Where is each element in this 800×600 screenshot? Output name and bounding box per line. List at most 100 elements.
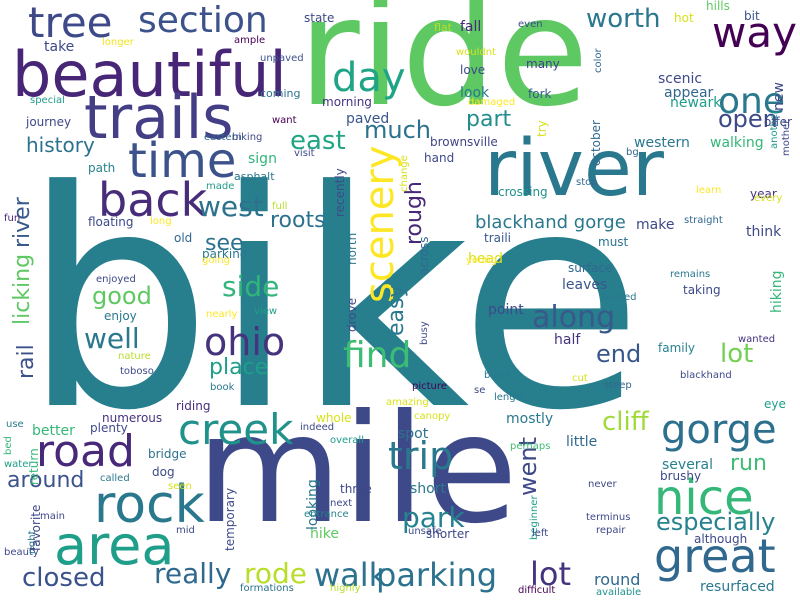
word-see: see bbox=[205, 231, 244, 256]
word-closed: closed bbox=[22, 563, 106, 593]
word-western: western bbox=[634, 135, 690, 151]
word-trip: trip bbox=[388, 434, 454, 478]
word-never: never bbox=[588, 479, 617, 490]
word-spot: spot bbox=[398, 426, 429, 442]
word-new-vertical: new bbox=[771, 82, 787, 111]
word-walk: walk bbox=[314, 556, 388, 594]
word-river: river bbox=[484, 124, 664, 214]
word-view: view bbox=[254, 306, 278, 317]
word-side: side bbox=[222, 270, 280, 303]
word-indeed: indeed bbox=[300, 422, 335, 433]
word-point: point bbox=[488, 302, 524, 318]
word-walking: walking bbox=[710, 135, 764, 151]
word-change-vertical: change bbox=[399, 155, 410, 192]
word-creek: creek bbox=[178, 405, 294, 454]
word-perhaps: perhaps bbox=[510, 441, 551, 452]
word-along: along bbox=[532, 300, 616, 335]
word-recently-vertical: recently bbox=[333, 168, 347, 217]
word-even: even bbox=[518, 19, 543, 30]
word-steep: steep bbox=[604, 380, 632, 391]
word-amazing: amazing bbox=[386, 397, 429, 408]
word-riding: riding bbox=[176, 399, 211, 413]
word-resurfaced: resurfaced bbox=[700, 579, 775, 595]
word-state: state bbox=[304, 11, 335, 25]
word-biking: biking bbox=[232, 132, 263, 143]
word-parking: parking bbox=[376, 556, 498, 594]
word-traili: traili bbox=[484, 231, 511, 245]
word-place: place bbox=[209, 355, 269, 380]
word-water: water bbox=[4, 459, 33, 470]
word-open: open bbox=[718, 105, 778, 133]
word-bit: bit bbox=[744, 9, 760, 23]
word-unpaved: unpaved bbox=[260, 53, 304, 64]
word-beauty: beauty bbox=[4, 547, 39, 558]
word-hot: hot bbox=[674, 11, 694, 25]
word-look: look bbox=[460, 85, 490, 101]
word-book: book bbox=[210, 382, 235, 393]
word-ride: ride bbox=[298, 0, 589, 140]
word-black: black bbox=[484, 370, 511, 381]
word-well: well bbox=[84, 322, 140, 355]
word-october-vertical: october bbox=[589, 120, 603, 166]
word-better: better bbox=[32, 423, 75, 439]
word-scenery-vertical: scenery bbox=[357, 145, 403, 303]
word-hand: hand bbox=[424, 151, 455, 165]
word-se: se bbox=[474, 385, 486, 396]
word-fork: fork bbox=[528, 87, 552, 101]
word-head: head bbox=[468, 251, 503, 267]
word-enjoy: enjoy bbox=[104, 309, 137, 323]
word-learn: learn bbox=[696, 185, 722, 196]
word-formations: formations bbox=[240, 583, 294, 594]
word-wouldnt: wouldnt bbox=[456, 47, 497, 58]
word-called: called bbox=[100, 473, 130, 484]
word-overall: overall bbox=[330, 435, 364, 446]
word-paved: paved bbox=[346, 111, 390, 127]
word-ohio: ohio bbox=[204, 320, 286, 364]
word-across-vertical: across bbox=[417, 236, 431, 275]
word-roots: roots bbox=[270, 208, 326, 233]
word-great: great bbox=[654, 529, 776, 583]
word-three: three bbox=[340, 482, 372, 496]
word-path: path bbox=[88, 161, 116, 175]
word-old: old bbox=[174, 231, 193, 245]
word-back: back bbox=[98, 173, 208, 227]
word-whole: whole bbox=[316, 411, 352, 425]
word-make: make bbox=[636, 217, 675, 233]
word-hike: hike bbox=[310, 526, 339, 542]
word-park: park bbox=[402, 501, 465, 534]
word-way: way bbox=[712, 8, 797, 57]
word-must: must bbox=[598, 235, 629, 249]
word-eye: eye bbox=[764, 397, 786, 411]
word-highly: highly bbox=[330, 583, 361, 594]
word-take: take bbox=[44, 39, 75, 55]
word-try-vertical: try bbox=[535, 120, 549, 137]
word-seen: seen bbox=[168, 481, 192, 492]
word-length: length bbox=[494, 392, 526, 403]
word-stop: stop bbox=[576, 177, 598, 188]
word-section: section bbox=[138, 0, 268, 41]
word-one: one bbox=[718, 81, 785, 122]
word-available: available bbox=[596, 587, 642, 598]
word-many: many bbox=[526, 57, 560, 71]
word-every: every bbox=[754, 193, 783, 204]
word-north-vertical: north bbox=[345, 232, 359, 265]
word-main: main bbox=[40, 511, 65, 522]
word-busy-vertical: busy bbox=[419, 321, 430, 345]
word-return-vertical: return bbox=[27, 448, 41, 485]
word-tree: tree bbox=[28, 0, 113, 47]
word-shorter: shorter bbox=[426, 527, 470, 541]
word-floating: floating bbox=[88, 215, 134, 229]
word-longer: longer bbox=[102, 37, 134, 48]
word-road: road bbox=[36, 426, 135, 477]
word-fun: fun bbox=[4, 213, 21, 224]
word-little: little bbox=[566, 434, 598, 450]
word-dog: dog bbox=[152, 465, 175, 479]
word-area: area bbox=[54, 514, 175, 577]
word-good: good bbox=[92, 282, 152, 310]
word-bg: bg bbox=[626, 147, 639, 158]
word-gorge: gorge bbox=[661, 407, 777, 453]
word-leaves: leaves bbox=[562, 277, 608, 293]
word-cut: cut bbox=[572, 373, 588, 384]
word-asphalt: asphalt bbox=[234, 170, 275, 183]
